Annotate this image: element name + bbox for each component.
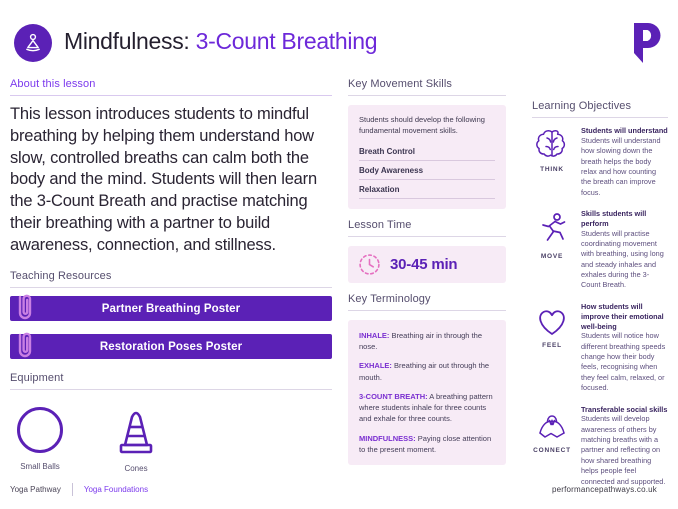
about-heading: About this lesson: [10, 78, 332, 96]
objective-body: Students will practise coordinating move…: [581, 228, 664, 290]
term-definition: Paying close attention to the present mo…: [359, 433, 492, 454]
term-exhale: EXHALE: Breathing air out through the mo…: [359, 360, 495, 383]
footer-website: performancepathways.co.uk: [551, 485, 657, 494]
cone-icon: [119, 412, 153, 454]
objective-feel: FEEL How students will improve their emo…: [532, 302, 668, 394]
equipment-item-small-balls: Small Balls: [10, 407, 70, 473]
term-3-count-breath: 3-COUNT BREATH: A breathing pattern wher…: [359, 391, 495, 425]
lesson-duration: 30-45 min: [390, 255, 458, 273]
objective-caption: FEEL: [542, 341, 562, 349]
footer-breadcrumb: Yoga Pathway Yoga Foundations: [10, 483, 148, 496]
term-label: MINDFULNESS:: [359, 433, 416, 443]
footer-divider: [71, 483, 73, 496]
hands-icon: [539, 414, 565, 438]
brand-logo: [632, 22, 662, 64]
key-movement-skills-heading: Key Movement Skills: [348, 78, 506, 96]
teaching-resources-section: Teaching Resources Partner Breathing Pos…: [10, 270, 332, 360]
lesson-time-heading: Lesson Time: [348, 219, 506, 237]
equipment-label: Small Balls: [20, 462, 60, 472]
key-movement-skills-section: Key Movement Skills Students should deve…: [348, 78, 506, 209]
equipment-label: Cones: [124, 464, 148, 474]
term-label: 3-COUNT BREATH:: [359, 391, 428, 401]
skill-item: Breath Control: [359, 142, 495, 161]
term-mindfulness: MINDFULNESS: Paying close attention to t…: [359, 433, 495, 456]
header: Mindfulness: 3-Count Breathing: [14, 22, 664, 66]
meditation-badge: [14, 24, 52, 62]
page-title-accent: 3-Count Breathing: [195, 28, 378, 54]
objective-body: Students will understand how slowing dow…: [581, 135, 661, 197]
footer-unit: Yoga Foundations: [83, 485, 149, 494]
page-title: Mindfulness: 3-Count Breathing: [64, 28, 377, 55]
term-definition: Breathing air in through the nose.: [359, 330, 482, 351]
skill-item: Relaxation: [359, 180, 495, 199]
clock-icon: [359, 254, 380, 275]
skill-item: Body Awareness: [359, 161, 495, 180]
objective-title: Skills students will perform: [581, 209, 647, 228]
equipment-heading: Equipment: [10, 372, 332, 391]
objective-body: Students will notice how different breat…: [581, 331, 666, 393]
equipment-section: Equipment Small Balls Cones: [10, 372, 332, 473]
objective-think: THINK Students will understand Students …: [532, 126, 668, 198]
term-label: EXHALE:: [359, 361, 392, 371]
resource-label: Partner Breathing Poster: [101, 302, 241, 315]
learning-objectives-heading: Learning Objectives: [532, 100, 668, 118]
ball-icon: [17, 407, 63, 454]
resource-restoration-poses-poster[interactable]: Restoration Poses Poster: [10, 333, 332, 360]
term-inhale: INHALE: Breathing air in through the nos…: [359, 330, 495, 353]
paperclip-icon: [18, 295, 32, 320]
learning-objectives-section: Learning Objectives THINK Students will …: [532, 100, 668, 498]
objective-caption: CONNECT: [533, 446, 571, 454]
resource-label: Restoration Poses Poster: [99, 340, 243, 353]
objective-title: Transferable social skills: [581, 404, 668, 414]
lesson-time-section: Lesson Time 30-45 min: [348, 219, 506, 283]
meditation-icon: [26, 33, 40, 52]
key-terminology-section: Key Terminology INHALE: Breathing air in…: [348, 293, 506, 465]
objective-move: MOVE Skills students will perform Studen…: [532, 209, 668, 291]
objective-title: Students will understand: [581, 126, 668, 135]
equipment-item-cones: Cones: [106, 407, 166, 473]
middle-column: Key Movement Skills Students should deve…: [348, 78, 506, 475]
key-terminology-heading: Key Terminology: [348, 293, 506, 311]
movement-skills-intro: Students should develop the following fu…: [359, 115, 485, 135]
terminology-panel: INHALE: Breathing air in through the nos…: [348, 319, 506, 465]
objective-connect: CONNECT Transferable social skills Stude…: [532, 405, 668, 487]
lesson-time-panel: 30-45 min: [348, 245, 506, 283]
heart-icon: [539, 310, 565, 335]
resource-partner-breathing-poster[interactable]: Partner Breathing Poster: [10, 295, 332, 322]
runner-icon: [542, 213, 566, 241]
page-title-prefix: Mindfulness:: [64, 28, 196, 54]
brain-icon: [536, 129, 566, 157]
objective-caption: THINK: [540, 166, 564, 173]
term-label: INHALE:: [359, 330, 390, 340]
movement-skills-panel: Students should develop the following fu…: [348, 105, 506, 209]
performance-pathways-logo-icon: [634, 23, 661, 63]
objective-title: How students will improve their emotiona…: [581, 301, 664, 331]
teaching-resources-heading: Teaching Resources: [10, 270, 332, 289]
paperclip-icon: [18, 333, 32, 358]
objective-caption: MOVE: [540, 253, 564, 260]
term-definition: Breathing air out through the mouth.: [359, 361, 490, 382]
objective-body: Students will develop awareness of other…: [581, 414, 666, 486]
term-definition: A breathing pattern where students inhal…: [359, 391, 493, 424]
left-column: About this lesson This lesson introduces…: [10, 78, 332, 473]
footer-pathway: Yoga Pathway: [10, 485, 61, 494]
about-text: This lesson introduces students to mindf…: [10, 105, 317, 254]
